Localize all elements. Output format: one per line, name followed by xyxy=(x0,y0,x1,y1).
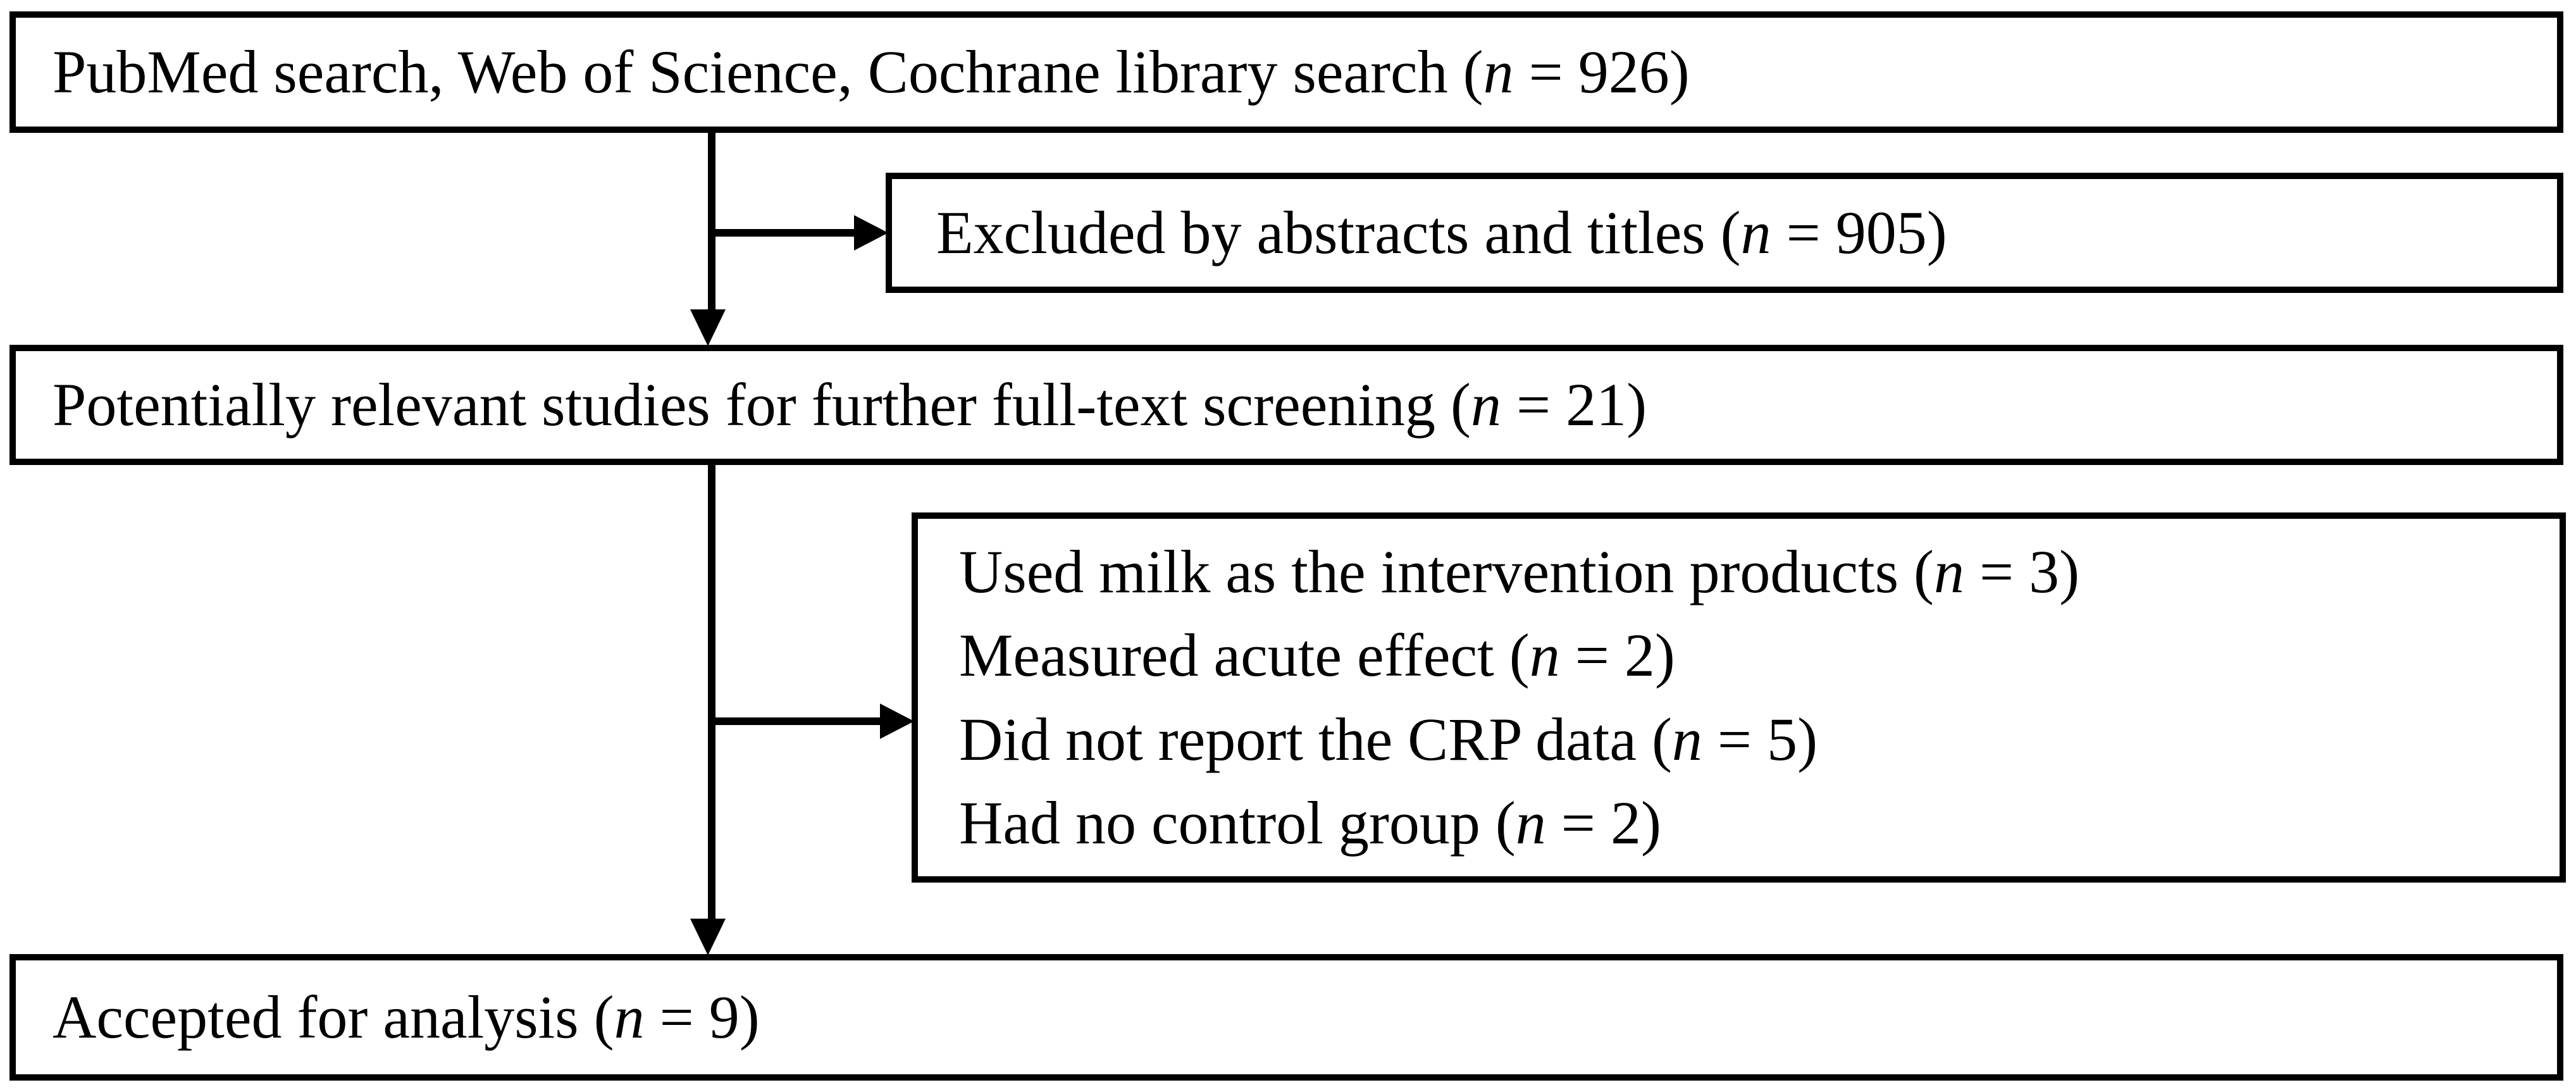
n-symbol: n xyxy=(614,983,645,1051)
label-count: = 21) xyxy=(1501,370,1647,438)
arrow-down-screening-to-accepted-shaft xyxy=(708,465,715,921)
label-text: PubMed search, Web of Science, Cochrane … xyxy=(53,37,1483,106)
n-symbol: n xyxy=(1470,370,1501,438)
n-symbol: n xyxy=(1934,537,1965,605)
box-screening: Potentially relevant studies for further… xyxy=(9,345,2563,465)
label-text: Did not report the CRP data ( xyxy=(959,705,1672,773)
label-text: Potentially relevant studies for further… xyxy=(53,370,1471,438)
n-symbol: n xyxy=(1483,37,1514,106)
arrow-down-identification-to-screening-shaft xyxy=(708,133,715,311)
arrow-branch-excluded-abstracts-head xyxy=(854,215,888,251)
box-screening-label: Potentially relevant studies for further… xyxy=(53,363,2557,447)
label-text: Used milk as the intervention products ( xyxy=(959,537,1935,605)
box-accepted-label: Accepted for analysis (n = 9) xyxy=(53,976,2557,1059)
label-text: Had no control group ( xyxy=(959,788,1516,857)
exclusion-reason-no-crp-data: Did not report the CRP data (n = 5) xyxy=(959,698,2560,781)
n-symbol: n xyxy=(1671,705,1702,773)
arrow-branch-fulltext-exclusions-shaft xyxy=(712,717,882,725)
label-text: Measured acute effect ( xyxy=(959,621,1530,690)
arrow-down-identification-to-screening-head xyxy=(690,309,726,346)
exclusion-reason-acute-effect: Measured acute effect (n = 2) xyxy=(959,614,2560,697)
box-identification-label: PubMed search, Web of Science, Cochrane … xyxy=(53,30,2557,114)
label-count: = 5) xyxy=(1702,705,1818,773)
arrow-branch-excluded-abstracts-shaft xyxy=(712,229,858,237)
exclusion-reason-no-control-group: Had no control group (n = 2) xyxy=(959,781,2560,865)
n-symbol: n xyxy=(1515,788,1546,857)
n-symbol: n xyxy=(1529,621,1560,690)
label-text: Accepted for analysis ( xyxy=(53,983,614,1051)
box-excluded-abstracts: Excluded by abstracts and titles (n = 90… xyxy=(886,173,2563,293)
label-count: = 905) xyxy=(1771,198,1947,266)
box-excluded-abstracts-label: Excluded by abstracts and titles (n = 90… xyxy=(936,191,2557,275)
label-count: = 2) xyxy=(1545,788,1661,857)
label-count: = 9) xyxy=(644,983,760,1051)
box-accepted: Accepted for analysis (n = 9) xyxy=(9,954,2563,1081)
box-fulltext-exclusions: Used milk as the intervention products (… xyxy=(912,512,2566,883)
arrow-down-screening-to-accepted-head xyxy=(690,919,726,955)
n-symbol: n xyxy=(1740,198,1771,266)
arrow-branch-fulltext-exclusions-head xyxy=(880,704,914,739)
exclusion-reason-milk: Used milk as the intervention products (… xyxy=(959,530,2560,614)
box-identification: PubMed search, Web of Science, Cochrane … xyxy=(9,11,2563,133)
label-count: = 3) xyxy=(1964,537,2080,605)
label-count: = 926) xyxy=(1513,37,1690,106)
label-text: Excluded by abstracts and titles ( xyxy=(936,198,1741,266)
label-count: = 2) xyxy=(1559,621,1675,690)
